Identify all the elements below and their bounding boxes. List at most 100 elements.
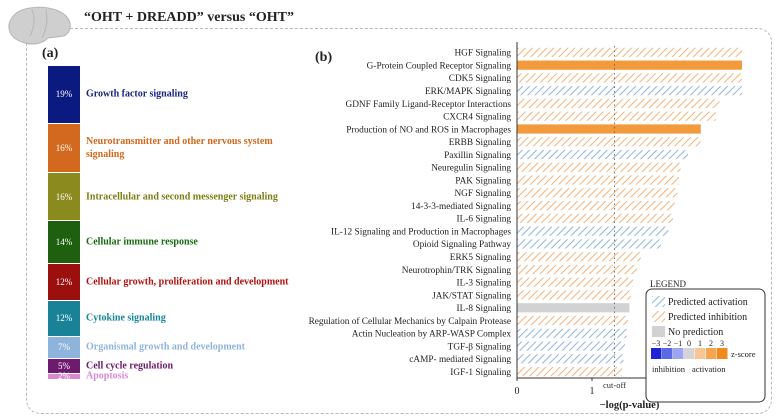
pathway-label: IGF-1 Signaling bbox=[450, 368, 511, 378]
panel-a-label: (a) bbox=[42, 46, 59, 61]
segment-percent: 5% bbox=[58, 360, 70, 371]
pathway-label: CDK5 Signaling bbox=[449, 74, 512, 84]
pathway-bar bbox=[517, 277, 634, 287]
zscore-label: z-score bbox=[731, 349, 756, 359]
pathway-bar bbox=[517, 201, 675, 211]
pathway-bar bbox=[517, 303, 630, 313]
cutoff-label: cut-off bbox=[603, 380, 626, 390]
pathway-bar bbox=[517, 328, 627, 338]
legend-box bbox=[645, 288, 766, 403]
zscore-swatch bbox=[706, 348, 717, 359]
pathway-bar bbox=[517, 73, 742, 83]
pathway-label: Production of NO and ROS in Macrophages bbox=[346, 124, 511, 135]
legend-activation-label: Predicted activation bbox=[668, 297, 748, 308]
zscore-swatch bbox=[673, 348, 684, 359]
pathway-label: 14-3-3-mediated Signaling bbox=[411, 202, 511, 212]
pathway-bar bbox=[517, 162, 681, 172]
zscore-tick: −2 bbox=[663, 339, 672, 348]
segment-percent: 16% bbox=[55, 191, 73, 202]
pathway-bar bbox=[517, 149, 688, 160]
segment-label: Cytokine signaling bbox=[86, 312, 166, 324]
figure-title: “OHT + DREADD” versus “OHT” bbox=[84, 10, 294, 25]
category-segment: 14% Cellular immune response bbox=[48, 221, 198, 265]
pathway-bar bbox=[517, 341, 625, 351]
zscore-swatch bbox=[651, 348, 662, 359]
segment-percent: 19% bbox=[55, 89, 73, 100]
panel-b-label: (b) bbox=[315, 50, 333, 65]
panel-frame bbox=[26, 28, 772, 414]
segment-label: Intracellular and second messenger signa… bbox=[86, 191, 278, 203]
pathway-bar bbox=[517, 47, 742, 57]
zscore-tick: −1 bbox=[674, 339, 683, 348]
pathway-label: IL-8 Signaling bbox=[457, 304, 512, 314]
pathway-label: Regulation of Cellular Mechanics by Calp… bbox=[309, 316, 511, 327]
segment-percent: 12% bbox=[55, 276, 73, 287]
category-segment: 19% Growth factor signaling bbox=[48, 66, 188, 124]
pathway-bar bbox=[517, 175, 679, 185]
pathway-label: GDNF Family Ligand-Receptor Interactions bbox=[346, 100, 512, 110]
category-stack-bar: 19% Growth factor signaling 16% Neurotransm… bbox=[48, 66, 289, 382]
brain-icon bbox=[8, 6, 71, 45]
category-segment: 16% Intracellular and second messenger si… bbox=[48, 172, 278, 222]
pathway-label: HGF Signaling bbox=[454, 49, 511, 59]
x-axis-label: −log(p-value) bbox=[600, 400, 660, 411]
pathway-label: ERBB Signaling bbox=[449, 138, 512, 148]
pathway-bar bbox=[517, 137, 701, 147]
pathway-label: ERK5 Signaling bbox=[450, 253, 512, 263]
pathway-label: IL-12 Signaling and Production in Macrop… bbox=[331, 227, 511, 237]
zscore-swatch bbox=[662, 348, 673, 359]
pathway-label: IL-3 Signaling bbox=[457, 279, 512, 289]
segment-percent: 7% bbox=[58, 342, 70, 353]
pathway-bar bbox=[517, 226, 669, 236]
category-segment: 16% Neurotransmitter and other nervous sy… bbox=[48, 123, 273, 173]
pathway-bar bbox=[517, 98, 720, 109]
segment-label: Cellular immune response bbox=[86, 236, 198, 248]
x-tick-label: 1 bbox=[590, 386, 595, 397]
inhibition-label: inhibition bbox=[652, 364, 686, 374]
pathway-bar bbox=[517, 213, 673, 223]
legend-no-prediction-label: No prediction bbox=[668, 327, 723, 338]
pathway-label: JAK/STAT Signaling bbox=[432, 291, 511, 301]
pathway-bar bbox=[517, 124, 701, 134]
zscore-tick: 2 bbox=[709, 339, 713, 348]
segment-label: Neurotransmitter and other nervous syste… bbox=[86, 135, 273, 160]
category-segment: 5% Cell cycle regulation bbox=[48, 358, 173, 374]
pathway-label: Neurotrophin/TRK Signaling bbox=[402, 266, 512, 276]
segment-percent: 12% bbox=[55, 313, 73, 324]
zscore-swatch bbox=[717, 348, 728, 359]
zscore-swatch bbox=[684, 348, 695, 359]
pathway-label: PAK Signaling bbox=[455, 176, 511, 186]
legend-title: LEGEND bbox=[650, 279, 686, 289]
segment-label: Organismal growth and development bbox=[86, 341, 245, 353]
pathway-bar bbox=[517, 86, 742, 96]
segment-percent: 14% bbox=[55, 237, 73, 248]
pathway-label: TGF-β Signaling bbox=[448, 342, 512, 352]
legend-inhibition-label: Predicted inhibition bbox=[668, 312, 747, 323]
pathway-bar bbox=[517, 111, 716, 121]
pathway-label: Paxillin Signaling bbox=[444, 151, 511, 161]
pathway-bar bbox=[517, 290, 631, 300]
pathway-label: cAMP- mediated Signaling bbox=[409, 355, 511, 365]
pathway-bar bbox=[517, 315, 628, 326]
segment-label: Cellular growth, proliferation and devel… bbox=[86, 276, 289, 288]
pathway-bar bbox=[517, 60, 742, 70]
category-segment: 7% Organismal growth and development bbox=[48, 337, 245, 359]
pathway-label: Neuregulin Signaling bbox=[431, 164, 511, 174]
pathway-label: Opioid Signaling Pathway bbox=[413, 240, 511, 250]
segment-percent: 2% bbox=[58, 371, 70, 382]
pathway-bar bbox=[517, 354, 624, 364]
category-segment: 12% Cellular growth, proliferation and de… bbox=[48, 264, 289, 301]
pathway-label: IL-6 Signaling bbox=[457, 215, 512, 225]
category-segment: 12% Cytokine signaling bbox=[48, 300, 166, 338]
zscore-tick: 3 bbox=[720, 339, 724, 348]
pathway-label: Actin Nucleation by ARP-WASP Complex bbox=[352, 330, 512, 340]
segment-label: Apoptosis bbox=[86, 370, 129, 382]
pathway-bar bbox=[517, 367, 622, 377]
pathway-bar bbox=[517, 239, 661, 249]
zscore-tick: 0 bbox=[687, 339, 691, 348]
x-tick-label: 0 bbox=[515, 386, 520, 397]
legend-inhibition-swatch bbox=[652, 311, 665, 322]
segment-percent: 16% bbox=[55, 142, 73, 153]
pathway-label: G-Protein Coupled Receptor Signaling bbox=[367, 61, 512, 71]
